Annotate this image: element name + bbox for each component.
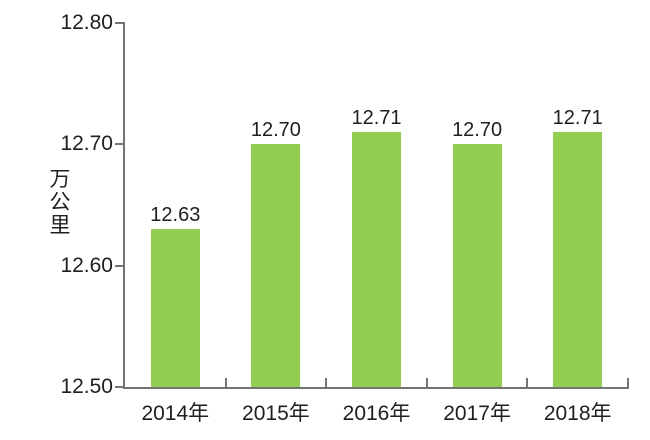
y-axis-tick-label: 12.80 [60,11,113,34]
y-axis-tick-label: 12.60 [60,253,113,277]
bar-value-label: 12.71 [552,107,603,130]
x-axis-tick [425,378,428,387]
y-axis-tick [115,386,124,388]
x-axis-category-label: 2015年 [242,402,310,425]
y-axis-tick [115,22,124,24]
y-axis-line [123,22,125,389]
y-axis-tick [115,264,124,267]
x-axis-tick [627,378,629,387]
y-axis-title: 万公里 [49,168,71,237]
x-axis-tick [325,378,328,387]
bar [553,132,603,387]
x-axis-category-label: 2014年 [141,402,210,425]
x-axis-tick [224,378,227,387]
bar [251,144,301,387]
x-axis-line [123,387,629,389]
bar-value-label: 12.70 [452,119,503,142]
bar-value-label: 12.70 [250,119,301,142]
bar [150,229,200,387]
x-axis-category-label: 2018年 [543,402,612,425]
x-axis-category-label: 2017年 [443,402,511,425]
bar-value-label: 12.63 [150,204,201,227]
x-axis-category-label: 2016年 [342,402,411,425]
bar [452,144,502,387]
y-axis-tick [115,143,124,146]
bar [352,132,401,387]
y-axis-tick-label: 12.70 [60,132,113,156]
x-axis-tick [526,378,529,387]
y-axis-tick-label: 12.50 [60,375,113,398]
bar-value-label: 12.71 [351,107,402,130]
